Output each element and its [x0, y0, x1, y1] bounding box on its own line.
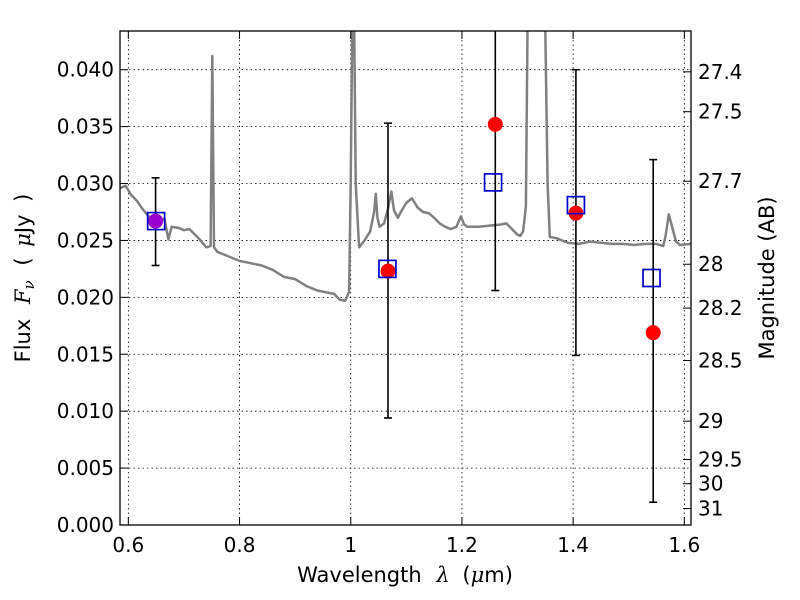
y2-tick-label: 31	[698, 497, 723, 521]
observed-flux-point	[487, 116, 503, 132]
y2-tick-label: 29	[698, 409, 723, 433]
y2-tick-label: 29.5	[698, 447, 743, 471]
y2-tick-label: 28.5	[698, 348, 743, 372]
y-tick-label: 0.020	[57, 285, 114, 309]
x-tick-label: 1	[344, 533, 357, 557]
x-tick-label: 1.4	[557, 533, 589, 557]
y-axis-label-unit-close: )	[11, 194, 35, 202]
y-tick-label: 0.030	[57, 172, 114, 196]
plot-series	[120, 31, 691, 504]
y2-tick-label: 27.4	[698, 60, 743, 84]
model-flux-square	[566, 195, 586, 215]
y2-tick-label: 27.5	[698, 100, 743, 124]
y-tick-label: 0.040	[57, 58, 114, 82]
y-axis-label-text: Flux	[11, 319, 35, 363]
y2-tick-label: 28	[698, 252, 723, 276]
y-tick-label: 0.025	[57, 228, 114, 252]
y-axis-label-unit-rest: Jy	[11, 214, 35, 235]
model-flux-square	[378, 259, 397, 279]
x-axis-label-unit-rest: m)	[484, 563, 513, 587]
grid-lines	[120, 31, 691, 526]
y-axis-label: Flux Fν ( μJy )	[11, 194, 39, 363]
x-tick-label: 1.6	[668, 533, 700, 557]
y-axis-label-symbol: F	[11, 288, 35, 305]
model-flux-square	[642, 268, 661, 288]
model-flux-square	[483, 173, 503, 192]
y-axis-label-unit-mu: μ	[11, 233, 35, 247]
tick-labels: 0.6 0.8 1 1.2 1.4 1.6 0.000 0.005 0.010 0.015 0.02…	[57, 58, 743, 557]
plot-frame	[119, 30, 692, 526]
tick-marks	[120, 31, 691, 526]
x-tick-label: 0.8	[224, 533, 256, 557]
x-axis-label-unit-open: (	[462, 563, 470, 587]
y-tick-label: 0.015	[57, 342, 114, 366]
x-axis-label-unit-mu: μ	[471, 563, 485, 587]
y2-tick-label: 27.7	[698, 169, 743, 193]
x-tick-label: 1.2	[446, 533, 478, 557]
y-tick-label: 0.010	[57, 399, 114, 423]
observed-flux-point	[148, 213, 164, 229]
model-spectrum-line	[120, 31, 691, 303]
model-flux-square	[146, 211, 166, 231]
x-axis-label-symbol: λ	[435, 563, 449, 587]
y-axis-label-unit-open: (	[11, 257, 35, 265]
x-tick-label: 0.6	[112, 533, 144, 557]
y2-tick-label: 30	[698, 472, 723, 496]
y-tick-label: 0.005	[57, 456, 114, 480]
observed-flux-point	[380, 263, 396, 279]
y-tick-label: 0.000	[57, 513, 114, 537]
y2-tick-label: 28.2	[698, 296, 743, 320]
y-tick-label: 0.035	[57, 115, 114, 139]
x-axis-label: Wavelength λ (μm)	[297, 563, 513, 587]
observed-flux-point	[645, 325, 661, 341]
x-axis-label-text: Wavelength	[297, 563, 422, 587]
y2-axis-label: Magnitude (AB)	[755, 196, 779, 359]
y-axis-label-subscript: ν	[20, 280, 38, 289]
